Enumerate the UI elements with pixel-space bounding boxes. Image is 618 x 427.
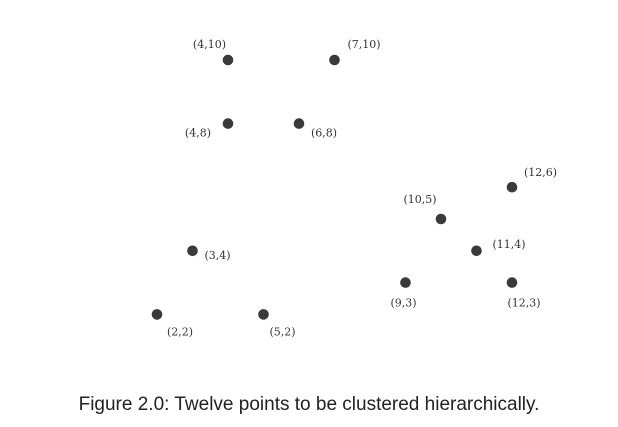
point-marker: [506, 277, 518, 288]
point-label: (4,8): [185, 127, 211, 140]
point-label: (7,10): [348, 38, 381, 51]
figure-caption: Figure 2.0: Twelve points to be clustere…: [78, 394, 540, 415]
point-label: (11,4): [493, 238, 526, 251]
point-marker: [151, 309, 163, 320]
point-marker: [471, 245, 482, 257]
point-marker: [187, 245, 198, 257]
point-label: (6,8): [311, 127, 337, 140]
point-label: (12,3): [507, 297, 540, 310]
point-marker: [222, 118, 234, 129]
point-label: (2,2): [167, 325, 193, 338]
point-marker: [329, 54, 340, 66]
point-label: (4,10): [193, 38, 226, 51]
point-marker: [258, 309, 269, 320]
point-label: (5,2): [269, 325, 295, 338]
point-marker: [435, 213, 447, 225]
point-marker: [222, 54, 234, 66]
point-label: (12,6): [524, 166, 557, 179]
point-labels: (4,10) (7,10) (4,8) (6,8) (12,6) (10,5) (11,4)…: [167, 38, 557, 338]
point-label: (3,4): [205, 249, 231, 262]
point-label: (10,5): [403, 193, 436, 206]
point-marker: [506, 181, 518, 193]
point-markers: [151, 54, 518, 320]
point-label: (9,3): [390, 297, 416, 310]
point-marker: [400, 277, 411, 288]
point-marker: [293, 118, 305, 129]
